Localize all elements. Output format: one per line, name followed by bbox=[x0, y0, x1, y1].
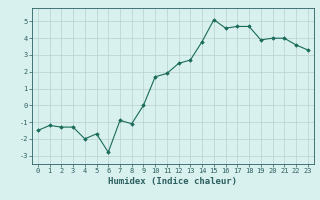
X-axis label: Humidex (Indice chaleur): Humidex (Indice chaleur) bbox=[108, 177, 237, 186]
